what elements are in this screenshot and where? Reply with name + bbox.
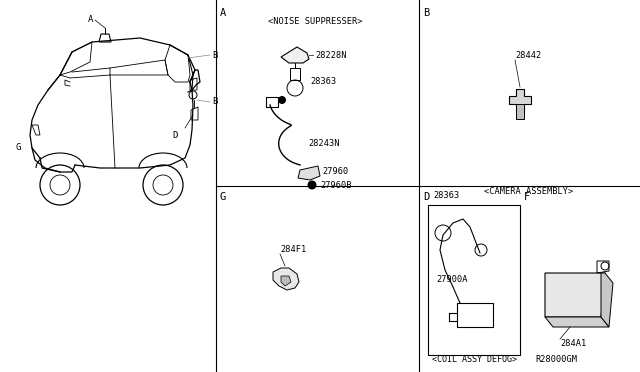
Text: A: A [88, 16, 93, 25]
Text: 28243N: 28243N [308, 138, 339, 148]
Text: B: B [423, 8, 429, 18]
Text: 27960: 27960 [322, 167, 348, 176]
Text: G: G [220, 192, 227, 202]
Text: <NOISE SUPPRESSER>: <NOISE SUPPRESSER> [268, 17, 362, 26]
Text: A: A [220, 8, 227, 18]
Text: 28228N: 28228N [315, 51, 346, 60]
Text: D: D [172, 131, 178, 140]
Text: 28363: 28363 [433, 192, 460, 201]
Circle shape [278, 96, 286, 104]
Polygon shape [545, 273, 605, 317]
Text: B: B [212, 51, 218, 60]
Bar [428, 205, 520, 355]
Text: D: D [423, 192, 429, 202]
Text: R28000GM: R28000GM [535, 356, 577, 365]
Polygon shape [509, 89, 531, 111]
Text: 27960B: 27960B [320, 180, 351, 189]
Text: 28442: 28442 [515, 51, 541, 60]
Text: <CAMERA ASSEMBLY>: <CAMERA ASSEMBLY> [484, 187, 573, 196]
Text: <COIL ASSY DEFOG>: <COIL ASSY DEFOG> [431, 356, 516, 365]
Text: 28363: 28363 [310, 77, 336, 87]
Text: G: G [15, 144, 20, 153]
Polygon shape [516, 104, 524, 119]
Polygon shape [298, 166, 320, 180]
Polygon shape [545, 317, 609, 327]
Text: 27900A: 27900A [436, 276, 467, 285]
Text: 284A1: 284A1 [560, 339, 586, 347]
Text: B: B [212, 97, 218, 106]
Polygon shape [281, 47, 309, 63]
Text: 284F1: 284F1 [280, 246, 307, 254]
Circle shape [307, 180, 317, 189]
Polygon shape [273, 268, 299, 290]
Polygon shape [601, 273, 613, 327]
Text: F: F [524, 192, 531, 202]
Polygon shape [281, 276, 291, 286]
